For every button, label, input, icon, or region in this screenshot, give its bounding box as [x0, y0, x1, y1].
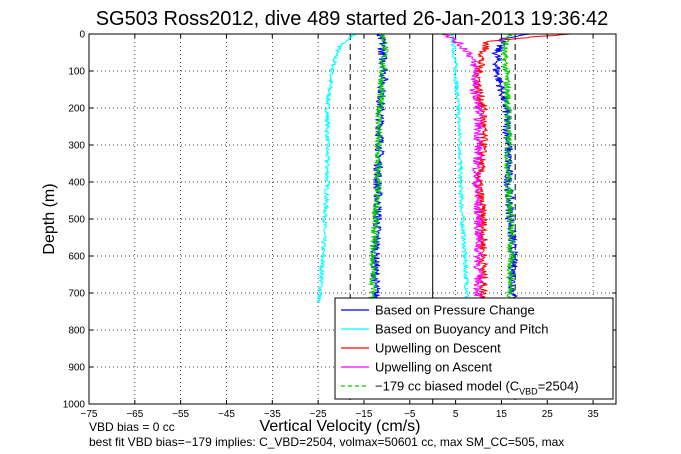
- x-tick-label: −45: [218, 409, 235, 420]
- legend-label: −179 cc biased model (CVBD=2504): [375, 379, 579, 397]
- x-tick-label: −55: [172, 409, 189, 420]
- series-line: [316, 33, 356, 303]
- x-tick-label: −65: [126, 409, 143, 420]
- x-tick-label: −75: [81, 409, 98, 420]
- series-lines: [316, 33, 571, 303]
- x-axis-ticks: −75 −65 −55 −45 −35 −25 −15 −5 5 15 25 35: [81, 34, 600, 420]
- y-tick-label: 800: [68, 326, 85, 337]
- legend-label: Based on Buoyancy and Pitch: [375, 322, 548, 337]
- x-tick-label: −5: [404, 409, 416, 420]
- legend-label: Upwelling on Descent: [375, 341, 501, 356]
- x-tick-label: 5: [453, 409, 459, 420]
- y-tick-label: 700: [68, 289, 85, 300]
- y-axis-label: Depth (m): [41, 183, 58, 254]
- y-tick-label: 1000: [63, 400, 86, 411]
- chart-title: SG503 Ross2012, dive 489 started 26-Jan-…: [96, 8, 609, 30]
- legend: Based on Pressure Change Based on Buoyanc…: [334, 297, 614, 400]
- series-line: [367, 33, 389, 303]
- y-tick-label: 900: [68, 363, 85, 374]
- y-tick-label: 500: [68, 215, 85, 226]
- series-line: [449, 33, 470, 303]
- legend-box: [334, 297, 614, 400]
- x-tick-label: −35: [264, 409, 281, 420]
- x-tick-label: 25: [542, 409, 554, 420]
- y-tick-label: 200: [68, 104, 85, 115]
- x-tick-label: 35: [588, 409, 600, 420]
- series-line: [442, 33, 485, 303]
- series-line: [473, 33, 571, 303]
- x-axis-label: Vertical Velocity (cm/s): [260, 418, 421, 435]
- x-tick-label: −15: [355, 409, 372, 420]
- note-best-fit: best fit VBD bias=−179 implies: C_VBD=25…: [89, 435, 564, 449]
- x-tick-label: 15: [496, 409, 508, 420]
- y-tick-label: 100: [68, 67, 85, 78]
- legend-label: Based on Pressure Change: [375, 303, 535, 318]
- y-tick-label: 0: [79, 30, 85, 41]
- x-tick-label: −25: [310, 409, 327, 420]
- note-vbd-bias: VBD bias = 0 cc: [89, 420, 175, 434]
- y-axis-ticks: 0 100 200 300 400 500 600 700 800 900 1000: [63, 30, 616, 411]
- legend-label: Upwelling on Ascent: [375, 360, 492, 375]
- y-tick-label: 400: [68, 178, 85, 189]
- series-line: [500, 33, 516, 303]
- y-tick-label: 300: [68, 141, 85, 152]
- y-tick-label: 600: [68, 252, 85, 263]
